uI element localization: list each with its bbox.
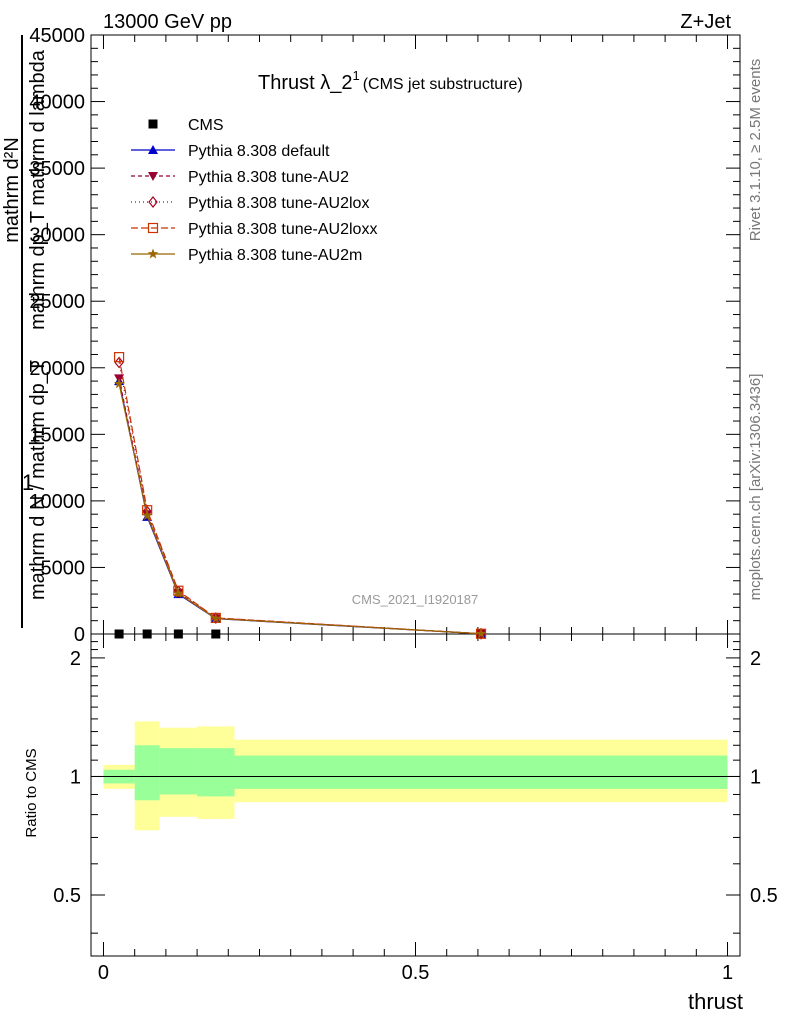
data-point [114,629,124,639]
ratio-tick-label: 0.5 [750,885,778,907]
legend-marker [148,119,158,129]
legend-marker [148,145,158,154]
y-tick-label: 0 [74,624,85,646]
data-point [211,629,221,639]
header-energy: 13000 GeV pp [103,11,232,33]
y-axis-label-denominator: mathrm d N / mathrm dp_T [27,360,49,600]
data-point [113,378,125,389]
legend-label: Pythia 8.308 tune-AU2loxx [188,221,377,238]
axis-ticks [91,34,740,956]
ratio-band-green [234,755,728,789]
y-tick-label: 5000 [41,557,86,579]
legend-marker [148,196,158,208]
x-tick-label: 0 [98,962,109,984]
legend-marker [147,222,159,234]
ratio-uncertainty-bands [103,721,728,831]
y-axis-label-numerator-cont: mathrm dp_T mathrm d lambda [27,49,49,330]
ratio-tick-label: 0.5 [53,885,81,907]
ratio-axis-label: Ratio to CMS [23,748,40,837]
analysis-watermark: CMS_2021_I1920187 [352,592,479,607]
data-point [173,587,184,598]
axis-tick-labels: 0 5000 10000 15000 20000 25000 30000 35000 40000… [29,25,777,984]
legend-marker [147,248,159,259]
series-pythia-8-308-tune-au2m [113,378,487,639]
y-tick-label: 35000 [29,158,85,180]
rivet-version-text: Rivet 3.1.10, ≥ 2.5M events [747,59,764,242]
y-tick-label: 45000 [29,25,85,47]
data-point [142,629,152,639]
data-point [475,628,487,639]
data-point [141,510,153,520]
legend-label: Pythia 8.308 default [188,143,330,160]
data-point [114,356,124,369]
ratio-band-green [159,748,198,795]
data-point [210,613,222,624]
x-axis-label: thrust [688,989,743,1014]
ratio-tick-label: 2 [70,648,81,670]
legend: CMS Pythia 8.308 default Pythia 8.308 tune… [131,117,377,264]
y-axis-label-numerator: mathrm d²N [1,137,23,243]
y-tick-label: 40000 [29,92,85,114]
legend-label: Pythia 8.308 tune-AU2m [188,247,362,264]
data-point [113,352,125,363]
legend-marker [148,172,158,181]
legend-label: Pythia 8.308 tune-AU2lox [188,195,369,212]
mcplots-credit-text: mcplots.cern.ch [arXiv:1306.3436] [747,374,764,601]
header-process: Z+Jet [680,11,731,33]
data-point [173,585,184,598]
ratio-tick-label: 1 [70,766,81,788]
y-axis-label: 1 mathrm d²N mathrm dp_T mathrm d lambda… [1,35,49,628]
y-axis-label-one: 1 [22,470,34,495]
legend-label: Pythia 8.308 tune-AU2 [188,169,349,186]
y-tick-label: 20000 [29,358,85,380]
x-tick-label: 1 [722,962,733,984]
y-tick-label: 15000 [29,424,85,446]
ratio-band-green [134,745,160,801]
data-point [173,629,183,639]
chart-title: Thrust λ_21(CMS jet substructure) [258,68,523,94]
ratio-tick-label: 1 [750,766,761,788]
y-tick-label: 30000 [29,225,85,247]
series-layer [113,352,487,640]
y-tick-label: 25000 [29,291,85,313]
legend-label: CMS [188,117,224,134]
y-tick-label: 10000 [29,491,85,513]
ratio-tick-label: 2 [750,648,761,670]
ratio-band-green [197,748,235,797]
x-tick-label: 0.5 [402,962,430,984]
